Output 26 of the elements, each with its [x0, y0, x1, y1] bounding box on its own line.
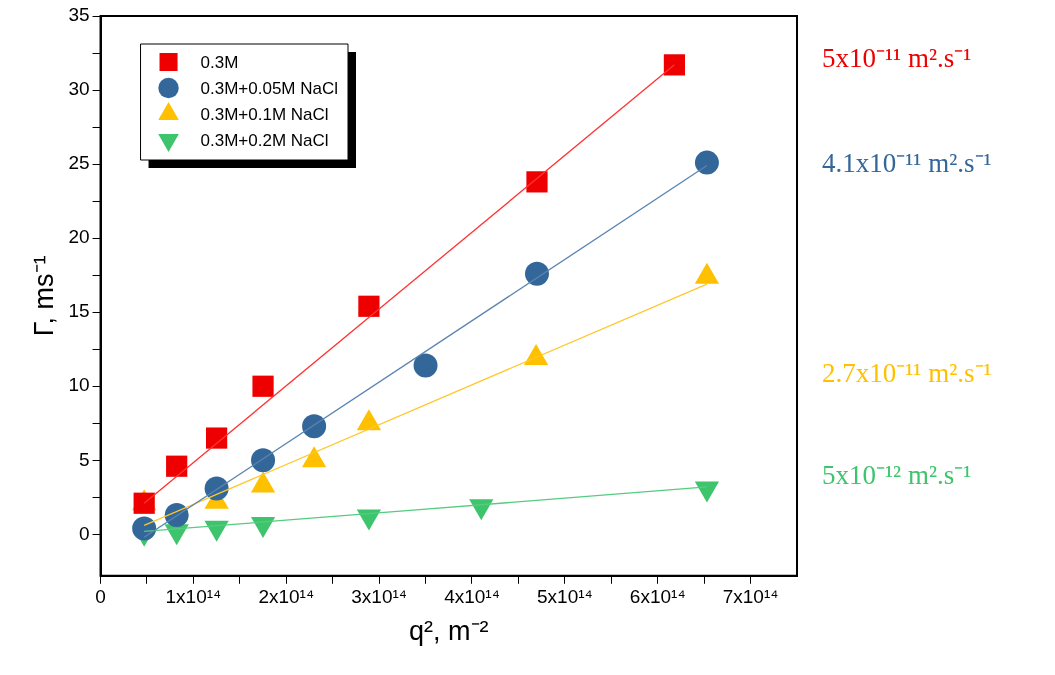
x-tick-label: 0: [95, 586, 106, 608]
y-tick-label: 20: [68, 226, 90, 248]
y-tick-label: 30: [68, 78, 90, 100]
x-tick-label: 6x10¹⁴: [629, 586, 686, 608]
y-tick-label: 5: [78, 448, 90, 470]
y-tick-label: 0: [78, 522, 90, 544]
legend-label: 0.3M: [200, 52, 239, 72]
x-tick-label: 1x10¹⁴: [165, 586, 222, 608]
legend-label: 0.3M+0.2M NaCl: [200, 130, 329, 150]
legend-label: 0.3M+0.05M NaCl: [200, 78, 339, 98]
text: 4.1x10⁻¹¹ m².s⁻¹: [822, 147, 992, 180]
legend-label: 0.3M+0.1M NaCl: [200, 104, 329, 124]
y-tick-label: 15: [68, 300, 90, 322]
text: 2.7x10⁻¹¹ m².s⁻¹: [822, 357, 992, 390]
y-tick-label: 35: [68, 4, 90, 26]
y-tick-label: 25: [68, 152, 90, 174]
x-tick-label: 2x10¹⁴: [258, 586, 315, 608]
x-tick-label: 7x10¹⁴: [722, 586, 779, 608]
y-tick-label: 10: [68, 374, 90, 396]
x-tick-label: 4x10¹⁴: [444, 586, 500, 608]
text: 5x10⁻¹² m².s⁻¹: [822, 459, 972, 492]
x-tick-label: 3x10¹⁴: [351, 586, 407, 608]
y-axis-title: Γ, ms⁻¹: [28, 255, 59, 337]
x-axis-title: q², m⁻²: [409, 616, 489, 647]
x-tick-label: 5x10¹⁴: [536, 586, 593, 608]
text: 5x10⁻¹¹ m².s⁻¹: [822, 42, 972, 75]
